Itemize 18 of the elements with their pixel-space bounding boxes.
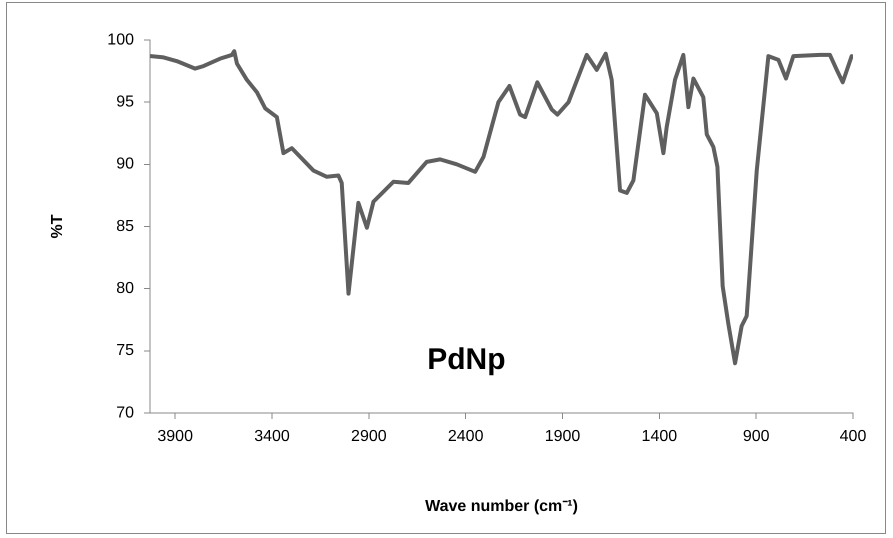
y-tick-label: 80 xyxy=(116,280,134,298)
x-tick-label: 1900 xyxy=(544,428,580,446)
x-tick-label: 400 xyxy=(840,428,866,446)
x-tick-label: 1400 xyxy=(642,428,678,446)
x-tick-label: 3400 xyxy=(254,428,290,446)
y-tick-label: 85 xyxy=(116,218,134,235)
y-tick-label: 95 xyxy=(116,94,134,111)
x-tick-label: 900 xyxy=(742,428,770,446)
y-tick-label: 70 xyxy=(116,404,134,422)
x-tick-label: 2900 xyxy=(351,428,387,446)
x-tick-label: 3900 xyxy=(157,428,194,446)
x-axis-title: Wave number (cm⁻¹) xyxy=(425,498,578,515)
y-tick-label: 90 xyxy=(116,156,134,173)
annotation: PdNp xyxy=(427,343,506,376)
y-tick-label: 100 xyxy=(107,31,134,48)
y-tick-label: 75 xyxy=(116,342,134,360)
y-axis-title: %T xyxy=(49,214,66,238)
x-tick-label: 2400 xyxy=(448,428,484,446)
